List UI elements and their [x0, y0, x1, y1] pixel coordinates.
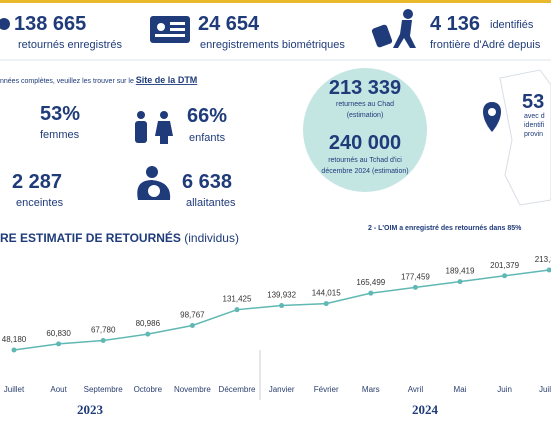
- stat-label: identifi: [524, 122, 545, 129]
- value-label: 67,780: [91, 326, 116, 335]
- point: [189, 322, 195, 328]
- stat-number: 53%: [40, 103, 80, 125]
- chart-title: RE ESTIMATIF DE RETOURNÉS (individus): [0, 230, 239, 245]
- value-label: 144,015: [312, 289, 341, 298]
- stat-label: allaitantes: [186, 197, 236, 209]
- x-tick-label: Octobre: [134, 385, 163, 394]
- year-label: 2023: [77, 402, 104, 417]
- x-tick-label: Juin: [497, 385, 512, 394]
- stat-label: enceintes: [16, 197, 64, 209]
- point: [323, 301, 329, 307]
- year-label: 2024: [412, 402, 439, 417]
- pin-icon: [483, 102, 501, 132]
- stat-label: provin: [524, 131, 543, 138]
- value-label: 139,932: [267, 291, 296, 300]
- stat-extra: identifiés: [490, 19, 534, 31]
- stat-number: 138 665: [14, 13, 86, 35]
- point: [546, 267, 551, 273]
- icon: [0, 18, 10, 30]
- value-label: 48,180: [2, 335, 27, 344]
- children-icon: [135, 111, 173, 144]
- point: [457, 279, 463, 285]
- x-tick-label: Avril: [408, 385, 424, 394]
- estimate-label: retournés au Tchad d'ici: [328, 157, 402, 164]
- estimate-number: 213 339: [329, 77, 401, 99]
- value-label: 213,339: [535, 255, 551, 264]
- stat-number: 2 287: [12, 171, 62, 193]
- x-tick-label: Mars: [362, 385, 380, 394]
- stat-number: 24 654: [198, 13, 260, 35]
- value-label: 177,459: [401, 272, 430, 281]
- map-outline: [499, 69, 551, 206]
- estimate-label: (estimation): [347, 112, 384, 119]
- stat-label: enregistrements biométriques: [200, 39, 345, 51]
- point: [368, 290, 374, 296]
- point: [412, 284, 418, 290]
- stat-number: 6 638: [182, 171, 232, 193]
- point: [56, 341, 62, 347]
- side-note: 2 - L'OIM a enregistré des retournés dan…: [368, 225, 522, 232]
- stat-number: 53: [522, 91, 544, 113]
- x-tick-label: Aout: [50, 385, 67, 394]
- value-label: 189,419: [446, 267, 475, 276]
- stat-label: retournés enregistrés: [18, 39, 122, 51]
- id-card-icon: [150, 16, 190, 43]
- value-label: 98,767: [180, 310, 205, 319]
- value-label: 80,986: [136, 319, 161, 328]
- value-label: 165,499: [356, 278, 385, 287]
- x-tick-label: Janvier: [269, 385, 295, 394]
- point: [234, 307, 240, 313]
- stat-label: avec d: [524, 113, 545, 120]
- stat-number: 66%: [187, 105, 227, 127]
- value-label: 60,830: [46, 329, 71, 338]
- x-tick-label: Mai: [454, 385, 467, 394]
- point: [145, 331, 151, 337]
- point: [502, 273, 508, 279]
- x-tick-label: Juillet: [4, 385, 25, 394]
- point: [11, 347, 17, 353]
- value-label: 201,379: [490, 261, 519, 270]
- point: [279, 303, 285, 309]
- point: [100, 338, 106, 344]
- estimate-label: décembre 2024 (estimation): [321, 168, 408, 175]
- stat-number: 4 136: [430, 13, 480, 35]
- breastfeeding-icon: [137, 166, 171, 200]
- estimate-circle: [303, 68, 427, 192]
- x-tick-label: Février: [314, 385, 339, 394]
- x-tick-label: Décembre: [219, 385, 256, 394]
- x-tick-label: Juillet: [539, 385, 551, 394]
- stat-label: frontière d'Adré depuis: [430, 39, 541, 51]
- pin-hole: [488, 108, 496, 116]
- x-tick-label: Septembre: [84, 385, 124, 394]
- x-tick-label: Novembre: [174, 385, 211, 394]
- estimate-number: 240 000: [329, 132, 401, 154]
- note: nnées complètes, veuillez les trouver su…: [0, 75, 197, 85]
- value-label: 131,425: [223, 295, 252, 304]
- traveler-icon: [371, 9, 416, 48]
- stat-label: femmes: [40, 129, 80, 141]
- estimate-label: returnees au Chad: [336, 101, 394, 108]
- top-band: [0, 0, 551, 3]
- line: [13, 269, 550, 351]
- stat-label: enfants: [189, 132, 226, 144]
